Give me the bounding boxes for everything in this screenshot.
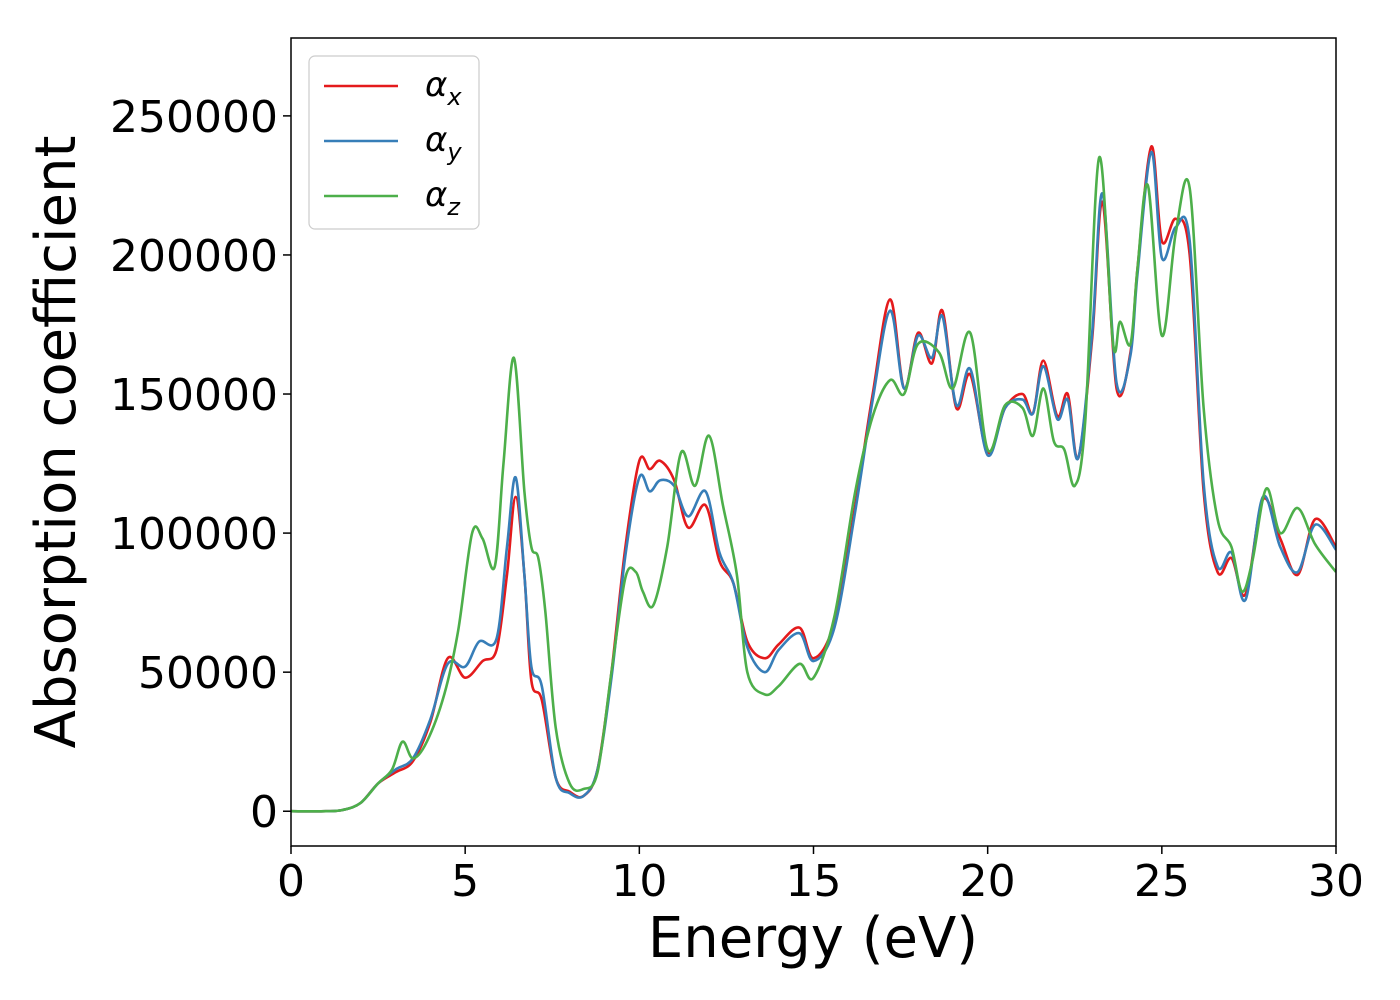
y-axis-title: Absorption coefficient [24,136,89,749]
y-tick-label: 0 [250,787,278,838]
x-tick-label: 30 [1308,856,1364,907]
legend-label-z: αz [425,175,461,221]
x-axis: 0 5 10 15 20 25 30 [277,846,1364,907]
x-axis-title: Energy (eV) [648,906,978,971]
y-tick-label: 100000 [110,509,278,560]
x-tick-label: 5 [451,856,479,907]
legend-box [308,55,480,230]
series-line-z [291,156,1336,813]
series-line-y [291,150,1336,813]
y-tick-label: 50000 [138,648,278,699]
x-tick-label: 15 [786,856,842,907]
x-tick-label: 10 [611,856,667,907]
x-tick-label: 20 [960,856,1016,907]
series-line-x [291,145,1336,813]
x-tick-label: 0 [277,856,305,907]
y-tick-label: 200000 [110,231,278,282]
series-layer [291,145,1336,813]
y-tick-label: 250000 [110,92,278,143]
y-tick-label: 150000 [110,370,278,421]
y-axis: 0 50000 100000 150000 200000 250000 [110,92,291,838]
x-tick-label: 25 [1134,856,1190,907]
